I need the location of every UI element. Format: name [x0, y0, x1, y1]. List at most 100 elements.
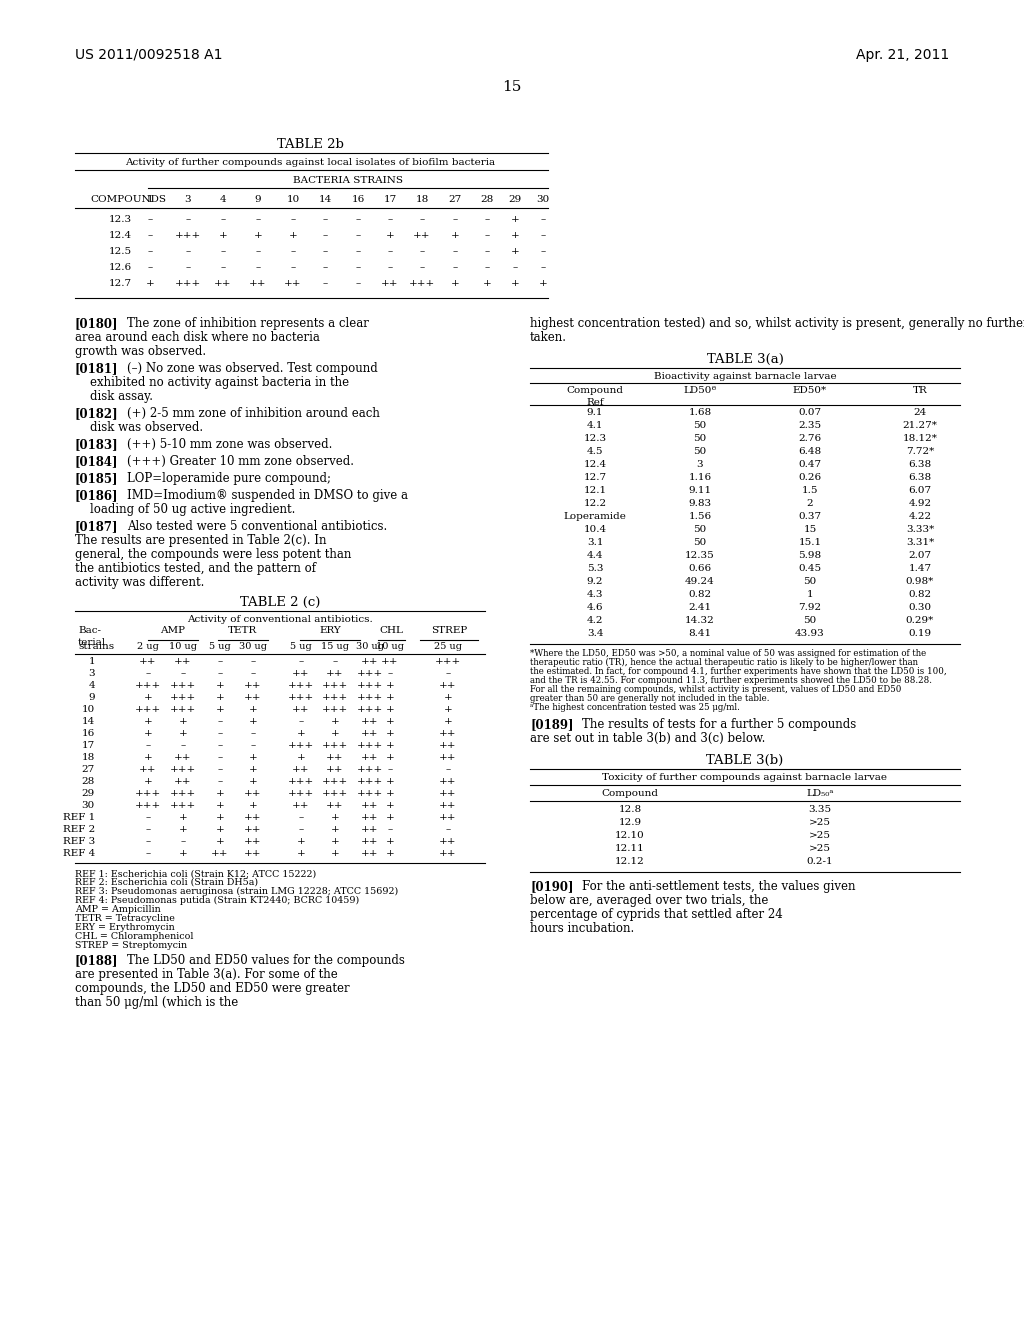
Text: compounds, the LD50 and ED50 were greater: compounds, the LD50 and ED50 were greate… — [75, 982, 349, 995]
Text: +++: +++ — [322, 693, 348, 702]
Text: 24: 24 — [913, 408, 927, 417]
Text: ++: ++ — [361, 801, 379, 810]
Text: –: – — [298, 813, 304, 822]
Text: ++: ++ — [327, 752, 344, 762]
Text: 3: 3 — [696, 459, 703, 469]
Text: 4.2: 4.2 — [587, 616, 603, 624]
Text: –: – — [145, 849, 151, 858]
Text: +++: +++ — [170, 681, 197, 690]
Text: [0190]: [0190] — [530, 880, 573, 894]
Text: –: – — [145, 813, 151, 822]
Text: ++: ++ — [439, 729, 457, 738]
Text: ++: ++ — [361, 717, 379, 726]
Text: 30 ug: 30 ug — [356, 642, 384, 651]
Text: +: + — [216, 681, 224, 690]
Text: ++: ++ — [211, 849, 228, 858]
Text: ++: ++ — [245, 825, 262, 834]
Text: –: – — [217, 669, 222, 678]
Text: –: – — [387, 669, 392, 678]
Text: +: + — [216, 789, 224, 799]
Text: (++) 5-10 mm zone was observed.: (++) 5-10 mm zone was observed. — [127, 438, 333, 451]
Text: 43.93: 43.93 — [795, 630, 825, 638]
Text: 7.72*: 7.72* — [906, 447, 934, 455]
Text: –: – — [453, 247, 458, 256]
Text: +++: +++ — [409, 279, 435, 288]
Text: 9.2: 9.2 — [587, 577, 603, 586]
Text: 5.3: 5.3 — [587, 564, 603, 573]
Text: 3: 3 — [184, 195, 191, 205]
Text: 12.3: 12.3 — [109, 215, 131, 224]
Text: +++: +++ — [170, 789, 197, 799]
Text: +: + — [386, 777, 394, 785]
Text: US 2011/0092518 A1: US 2011/0092518 A1 — [75, 48, 222, 62]
Text: 3.33*: 3.33* — [906, 525, 934, 535]
Text: [0188]: [0188] — [75, 954, 119, 968]
Text: [0180]: [0180] — [75, 317, 119, 330]
Text: –: – — [323, 215, 328, 224]
Text: 6.38: 6.38 — [908, 459, 932, 469]
Text: 7.92: 7.92 — [799, 603, 821, 612]
Text: 4.4: 4.4 — [587, 550, 603, 560]
Text: 29: 29 — [508, 195, 521, 205]
Text: ++: ++ — [361, 849, 379, 858]
Text: +: + — [143, 717, 153, 726]
Text: –: – — [145, 741, 151, 750]
Text: strains: strains — [78, 642, 114, 651]
Text: +: + — [443, 693, 453, 702]
Text: 2.76: 2.76 — [799, 434, 821, 444]
Text: +: + — [216, 801, 224, 810]
Text: +: + — [331, 717, 339, 726]
Text: 12.4: 12.4 — [584, 459, 606, 469]
Text: +: + — [143, 729, 153, 738]
Text: +: + — [386, 681, 394, 690]
Text: The LD50 and ED50 values for the compounds: The LD50 and ED50 values for the compoun… — [127, 954, 404, 968]
Text: 17: 17 — [82, 741, 95, 750]
Text: +++: +++ — [357, 705, 383, 714]
Text: STREP: STREP — [431, 626, 467, 635]
Text: ++: ++ — [361, 752, 379, 762]
Text: 12.8: 12.8 — [618, 805, 642, 814]
Text: –: – — [298, 825, 304, 834]
Text: –: – — [291, 247, 296, 256]
Text: ++: ++ — [327, 669, 344, 678]
Text: ᵃThe highest concentration tested was 25 μg/ml.: ᵃThe highest concentration tested was 25… — [530, 704, 740, 711]
Text: +: + — [443, 717, 453, 726]
Text: 29: 29 — [82, 789, 95, 799]
Text: 5 ug: 5 ug — [209, 642, 230, 651]
Text: Compound: Compound — [601, 789, 658, 799]
Text: –: – — [255, 247, 261, 256]
Text: 21.27*: 21.27* — [902, 421, 937, 430]
Text: –: – — [323, 279, 328, 288]
Text: +: + — [216, 825, 224, 834]
Text: 9.83: 9.83 — [688, 499, 712, 508]
Text: 9: 9 — [88, 693, 95, 702]
Text: 2.41: 2.41 — [688, 603, 712, 612]
Text: 14: 14 — [318, 195, 332, 205]
Text: 10: 10 — [82, 705, 95, 714]
Text: +++: +++ — [357, 681, 383, 690]
Text: +++: +++ — [175, 279, 201, 288]
Text: +: + — [386, 789, 394, 799]
Text: below are, averaged over two trials, the: below are, averaged over two trials, the — [530, 894, 768, 907]
Text: +: + — [297, 752, 305, 762]
Text: 5 ug: 5 ug — [290, 642, 312, 651]
Text: 9.11: 9.11 — [688, 486, 712, 495]
Text: Compound: Compound — [566, 385, 624, 395]
Text: 50: 50 — [693, 434, 707, 444]
Text: –: – — [541, 263, 546, 272]
Text: –: – — [541, 247, 546, 256]
Text: [0182]: [0182] — [75, 407, 119, 420]
Text: 12.10: 12.10 — [615, 832, 645, 840]
Text: [0184]: [0184] — [75, 455, 119, 469]
Text: –: – — [420, 263, 425, 272]
Text: activity was different.: activity was different. — [75, 576, 205, 589]
Text: The zone of inhibition represents a clear: The zone of inhibition represents a clea… — [127, 317, 369, 330]
Text: ++: ++ — [249, 279, 266, 288]
Text: +: + — [178, 849, 187, 858]
Text: +++: +++ — [170, 766, 197, 774]
Text: ++: ++ — [139, 766, 157, 774]
Text: –: – — [147, 247, 153, 256]
Text: –: – — [217, 717, 222, 726]
Text: +: + — [386, 729, 394, 738]
Text: 50: 50 — [693, 421, 707, 430]
